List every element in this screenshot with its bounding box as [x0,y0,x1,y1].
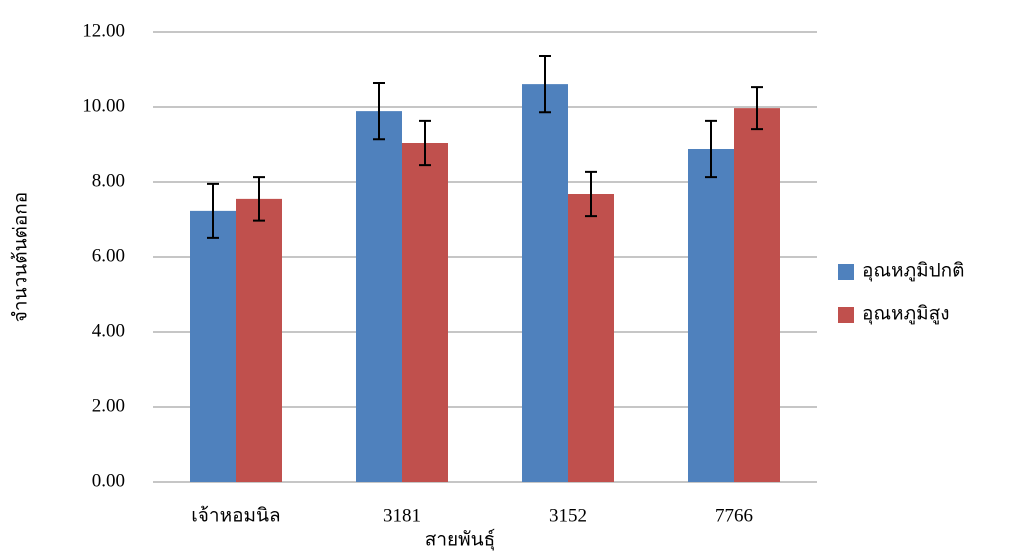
y-tick-label: 12.00 [82,20,125,41]
legend-swatch [838,307,854,323]
bar [356,111,402,482]
x-tick-label: เจ้าหอมนิล [191,505,280,526]
error-bar [419,119,431,167]
x-axis-title: สายพันธุ์ [425,528,496,551]
bar [522,84,568,482]
y-axis-title: จำนวนต้นต่อกอ [10,192,31,322]
bar [568,194,614,482]
error-bar [585,170,597,218]
bar [734,108,780,482]
y-tick-label: 2.00 [92,395,125,416]
y-tick-label: 10.00 [82,95,125,116]
legend-label: อุณหภูมิสูง [862,303,950,325]
legend-label: อุณหภูมิปกติ [862,260,965,282]
x-tick-label: 3181 [383,505,421,526]
error-bar [373,82,385,141]
error-bar [705,119,717,179]
legend-swatch [838,264,854,280]
y-tick-label: 8.00 [92,170,125,191]
y-tick-label: 6.00 [92,245,125,266]
x-tick-label: 3152 [549,505,587,526]
error-bar [253,176,265,222]
y-tick-label: 0.00 [92,470,125,491]
error-bar [751,86,763,131]
error-bar [539,55,551,114]
x-tick-label: 7766 [715,505,753,526]
y-tick-label: 4.00 [92,320,125,341]
bar [190,210,236,482]
bar [402,143,448,482]
bar [688,149,734,482]
error-bar [207,182,219,239]
bar [236,198,282,482]
